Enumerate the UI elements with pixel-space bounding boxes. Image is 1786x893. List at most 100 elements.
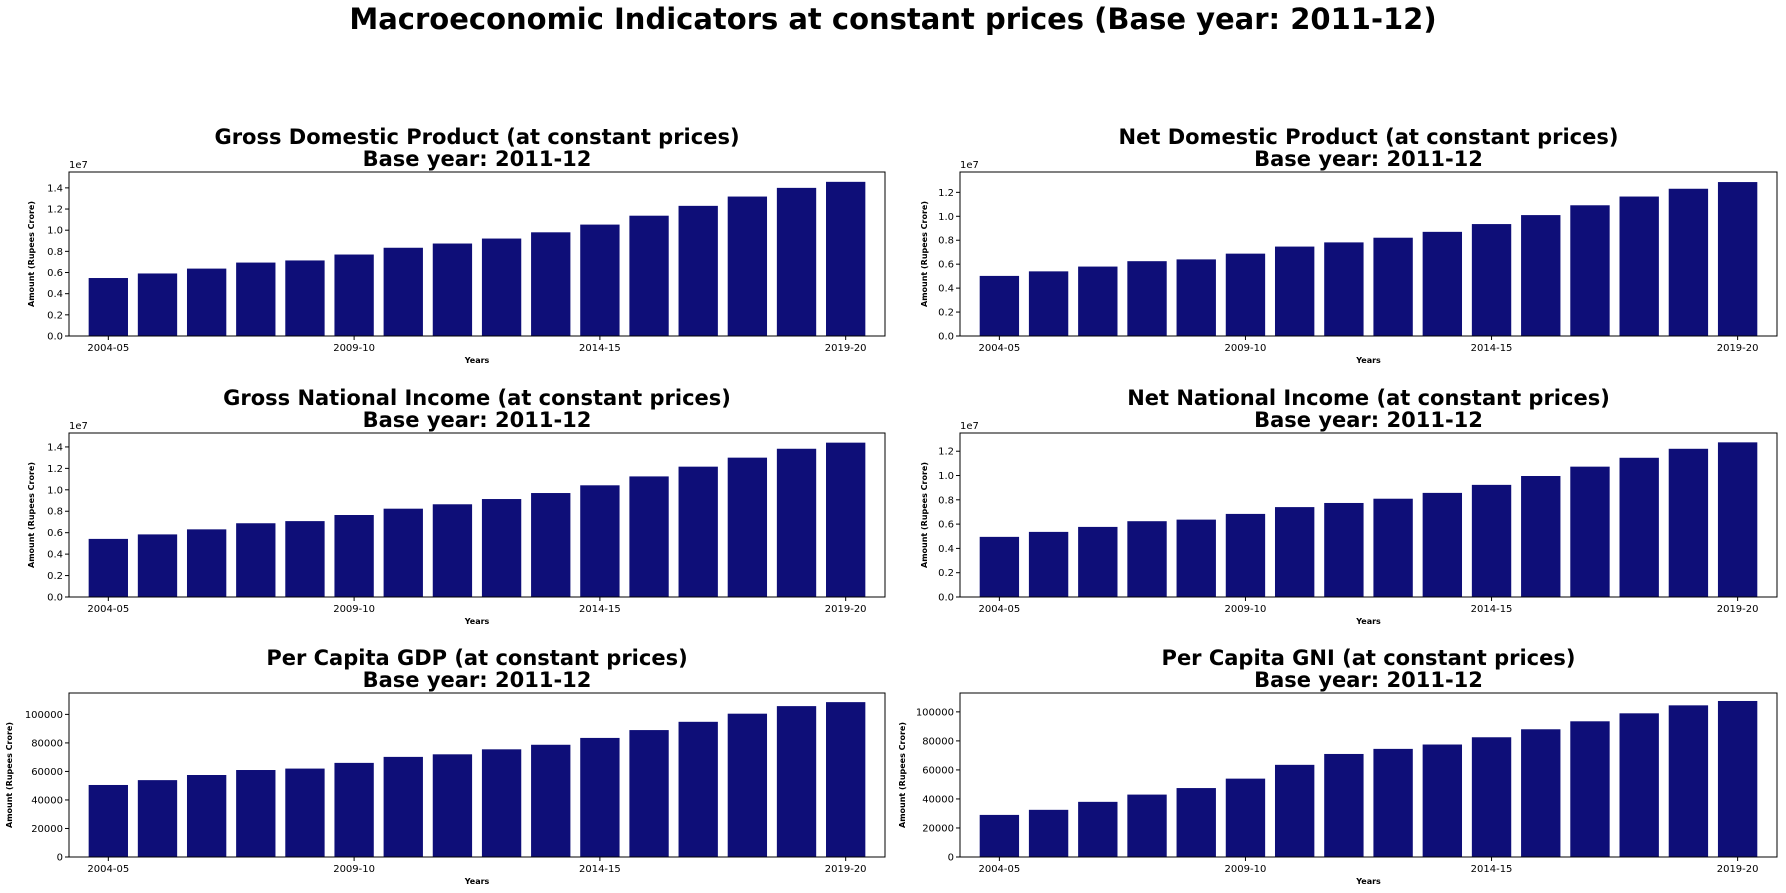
chart-subtitle: Base year: 2011-12 [1254,668,1483,692]
bar-2011-12 [432,243,473,336]
x-tick-label: 2009-10 [333,604,375,615]
bar-2011-12 [1324,502,1364,597]
bar-2010-11 [1274,507,1315,597]
bar-2019-20 [1717,182,1758,336]
bar-2018-19 [1668,188,1709,336]
bar-2014-15 [580,485,620,597]
bar-2007-08 [1127,261,1167,336]
y-offset-text: 1e7 [69,421,88,432]
x-tick-label: 2004-05 [978,343,1020,354]
x-tick-label: 2014-15 [1471,604,1513,615]
bar-2007-08 [236,262,276,336]
bar-2013-14 [1422,744,1463,857]
y-offset-text: 1e7 [960,160,979,171]
bar-2012-13 [1373,237,1413,336]
y-tick-label: 0.0 [938,593,954,604]
chart-title: Net National Income (at constant prices) [1127,386,1610,410]
bar-2016-17 [1570,205,1610,336]
y-tick-label: 0.8 [47,507,63,518]
bar-2017-18 [1619,713,1659,857]
chart-panel-5: Per Capita GDP (at constant prices) Base … [0,645,893,885]
bar-2007-08 [236,523,276,597]
bar-2009-10 [1225,778,1266,857]
y-tick-label: 0.4 [938,284,954,295]
x-tick-label: 2014-15 [579,864,621,875]
y-axis-label: Amount (Rupees Crore) [898,722,907,828]
x-tick-label: 2019-20 [1717,604,1759,615]
chart-title: Gross National Income (at constant price… [223,386,731,410]
y-axis-label: Amount (Rupees Crore) [27,462,36,568]
bar-2004-05 [979,275,1020,336]
bar-2014-15 [1471,224,1512,336]
bar-2018-19 [1668,448,1709,597]
bar-2009-10 [334,515,374,597]
axes-frame [68,692,886,858]
axes-frame [959,692,1778,858]
bar-2017-18 [1619,196,1659,336]
bar-2013-14 [531,744,571,857]
y-tick-label: 0.8 [938,495,954,506]
bar-2011-12 [1324,242,1364,336]
bar-2006-07 [1078,526,1118,597]
bar-2019-20 [1717,700,1758,857]
chart-title: Net Domestic Product (at constant prices… [1118,125,1619,149]
bar-2005-06 [137,780,178,857]
bar-2006-07 [1078,266,1118,336]
bar-2006-07 [186,529,227,597]
bar-2011-12 [432,754,473,857]
bar-2013-14 [1422,231,1463,336]
chart-title: Per Capita GNI (at constant prices) [1161,646,1576,670]
bar-2007-08 [1127,521,1167,597]
bar-2008-09 [1176,519,1216,597]
y-tick-label: 20000 [31,824,63,835]
bar-2018-19 [776,187,817,336]
y-tick-label: 0.2 [47,310,63,321]
chart-svg: 0 20000 40000 60000 80000 100000 2004-05 2009-1… [5,692,886,885]
y-tick-label: 1.2 [938,447,954,458]
chart-panel-6: Per Capita GNI (at constant prices) Base … [893,645,1786,885]
bar-2019-20 [1717,442,1758,597]
y-tick-label: 0.2 [47,571,63,582]
bar-2005-06 [137,273,178,336]
bar-2015-16 [629,730,669,857]
bar-2015-16 [629,476,669,597]
y-tick-label: 0.0 [938,332,954,343]
bar-2012-13 [1373,748,1413,857]
x-tick-label: 2004-05 [87,604,129,615]
x-tick-label: 2009-10 [1225,343,1267,354]
y-tick-label: 0.4 [938,544,954,555]
bar-2009-10 [334,254,374,336]
bar-2015-16 [1521,476,1561,597]
axes-frame [68,171,886,337]
bar-2019-20 [826,702,866,857]
bar-2017-18 [727,196,768,336]
bar-2019-20 [826,181,866,336]
x-tick-label: 2014-15 [579,343,621,354]
y-tick-label: 40000 [922,794,954,805]
x-axis-label: Years [464,877,490,885]
x-tick-label: 2014-15 [579,604,621,615]
bar-2004-05 [88,784,128,857]
bar-2004-05 [979,814,1020,857]
x-tick-label: 2009-10 [333,864,375,875]
y-tick-label: 60000 [922,765,954,776]
bar-2014-15 [1471,737,1512,857]
y-tick-label: 1.4 [47,442,63,453]
bar-2012-13 [1373,498,1413,597]
y-tick-label: 0.2 [938,308,954,319]
y-tick-label: 0.8 [47,247,63,258]
chart-subtitle: Base year: 2011-12 [362,408,592,432]
bar-2005-06 [1028,531,1069,597]
x-axis-label: Years [464,617,490,625]
x-tick-label: 2019-20 [825,864,867,875]
y-tick-label: 1.0 [47,485,63,496]
bar-2016-17 [1570,721,1610,857]
bar-2016-17 [678,721,718,857]
x-tick-label: 2009-10 [1225,604,1267,615]
chart-panel-3: Gross National Income (at constant price… [0,385,893,625]
bar-2012-13 [481,749,522,857]
bar-2016-17 [1570,466,1610,597]
bar-2011-12 [1324,753,1364,857]
axes-frame [959,171,1778,337]
chart-svg: 0.0 0.2 0.4 0.6 0.8 1.0 1.2 1.4 2004-05 2009-10 20… [27,160,886,364]
